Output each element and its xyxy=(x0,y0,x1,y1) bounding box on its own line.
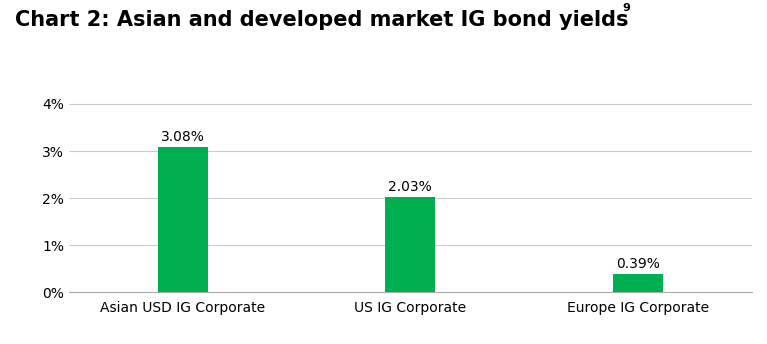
Text: 9: 9 xyxy=(623,3,630,13)
Bar xyxy=(385,197,436,292)
Text: Chart 2: Asian and developed market IG bond yields: Chart 2: Asian and developed market IG b… xyxy=(15,10,629,30)
Bar xyxy=(158,147,208,292)
Text: 0.39%: 0.39% xyxy=(616,257,660,271)
Text: 2.03%: 2.03% xyxy=(388,180,433,194)
Bar xyxy=(613,274,663,292)
Text: 3.08%: 3.08% xyxy=(161,130,205,144)
